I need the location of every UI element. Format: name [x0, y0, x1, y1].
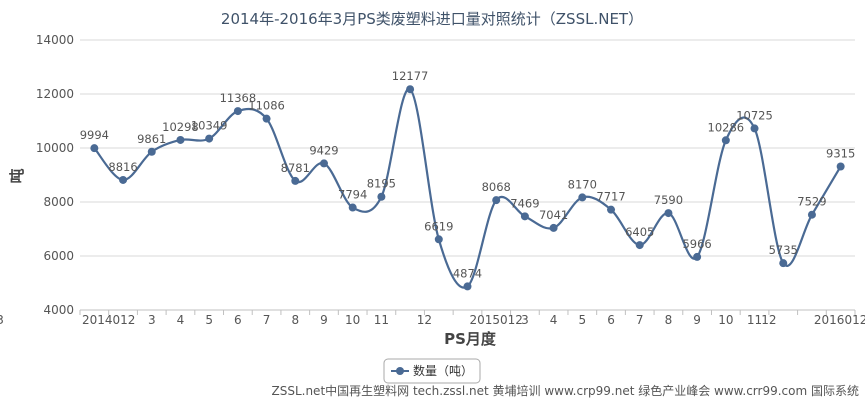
data-point[interactable]	[291, 176, 300, 185]
data-point[interactable]	[607, 205, 616, 214]
x-tick-label: 2014012	[82, 313, 135, 327]
x-tick-label: 9	[320, 313, 328, 327]
data-label: 9861	[137, 132, 166, 146]
data-label: 12177	[392, 69, 429, 83]
data-label: 8170	[568, 177, 597, 191]
x-axis	[79, 309, 856, 315]
data-label: 7529	[797, 195, 826, 209]
gridlines	[80, 39, 855, 257]
data-markers	[90, 85, 845, 291]
x-tick-label: 4	[550, 313, 558, 327]
x-tick-label: 6	[607, 313, 615, 327]
data-label: 4874	[453, 266, 482, 280]
data-label: 9994	[80, 128, 109, 142]
data-label: 8195	[367, 177, 396, 191]
y-tick-label: 4000	[43, 303, 74, 317]
data-point[interactable]	[520, 212, 529, 221]
y-tick-label: 8000	[43, 195, 74, 209]
y-tick-label: 6000	[43, 249, 74, 263]
data-label: 8816	[108, 160, 137, 174]
x-tick-label: 12	[417, 313, 432, 327]
data-point[interactable]	[377, 192, 386, 201]
data-label: 11086	[248, 99, 285, 113]
data-label: 7590	[654, 193, 683, 207]
data-point[interactable]	[664, 209, 673, 218]
x-tick-label: 3	[148, 313, 156, 327]
y-tick-label: 14000	[36, 33, 74, 47]
data-label: 9315	[826, 146, 855, 160]
data-point[interactable]	[779, 259, 788, 268]
y-axis-ticks: 4000 6000 8000 10000 12000 14000	[36, 33, 74, 317]
data-point[interactable]	[90, 144, 99, 153]
legend[interactable]: 数量（吨）	[383, 358, 481, 384]
legend-label: 数量（吨）	[413, 363, 473, 378]
data-point[interactable]	[750, 124, 759, 133]
data-point[interactable]	[549, 223, 558, 232]
x-tick-label: 11	[747, 313, 762, 327]
x-tick-label: 2015012	[469, 313, 522, 327]
data-label: 10298	[162, 120, 199, 134]
data-label: 7041	[539, 208, 568, 222]
data-point[interactable]	[434, 235, 443, 244]
x-tick-label: 2016012	[814, 313, 865, 327]
x-tick-label: 8	[665, 313, 673, 327]
data-point[interactable]	[836, 162, 845, 171]
data-point[interactable]	[348, 203, 357, 212]
data-point[interactable]	[635, 241, 644, 250]
y-tick-label: 10000	[36, 141, 74, 155]
data-point[interactable]	[319, 159, 328, 168]
data-point[interactable]	[721, 136, 730, 145]
y-tick-label: 12000	[36, 87, 74, 101]
data-label: 5966	[682, 237, 711, 251]
x-tick-label: 10	[345, 313, 360, 327]
data-label: 11368	[220, 91, 257, 105]
legend-marker	[396, 367, 404, 375]
x-tick-label: 4	[177, 313, 185, 327]
y-axis-label: 吨	[8, 168, 26, 183]
data-point[interactable]	[693, 252, 702, 261]
data-label: 10349	[191, 119, 228, 133]
x-tick-label: 7	[263, 313, 271, 327]
x-tick-label: 9	[693, 313, 701, 327]
data-label: 6619	[424, 219, 453, 233]
x-tick-label: 6	[234, 313, 242, 327]
data-point[interactable]	[406, 85, 415, 94]
data-point[interactable]	[147, 147, 156, 156]
data-point[interactable]	[176, 135, 185, 144]
data-point[interactable]	[807, 210, 816, 219]
data-label: 7469	[510, 196, 539, 210]
data-label: 9429	[309, 143, 338, 157]
data-label: 6405	[625, 225, 654, 239]
data-label: 8068	[482, 180, 511, 194]
x-axis-label: PS月度	[444, 330, 497, 348]
data-point[interactable]	[119, 175, 128, 184]
chart-title: 2014年-2016年3月PS类废塑料进口量对照统计（ZSSL.NET）	[221, 10, 643, 28]
data-point[interactable]	[205, 134, 214, 143]
data-label: 8781	[281, 161, 310, 175]
x-tick-label: 12	[761, 313, 776, 327]
data-label: 10286	[708, 120, 745, 134]
x-tick-label: 5	[205, 313, 213, 327]
x-tick-label: 5	[578, 313, 586, 327]
x-tick-label: 7	[636, 313, 644, 327]
data-label: 7794	[338, 188, 367, 202]
x-tick-label: 3	[0, 313, 4, 327]
x-tick-label: 8	[291, 313, 299, 327]
footer-text: ZSSL.net中国再生塑料网 tech.zssl.net 黄埔培训 www.c…	[271, 384, 860, 398]
data-point[interactable]	[492, 196, 501, 205]
data-label: 10725	[736, 108, 773, 122]
data-point[interactable]	[262, 114, 271, 123]
data-point[interactable]	[463, 282, 472, 291]
x-tick-label: 11	[374, 313, 389, 327]
x-tick-label: 10	[718, 313, 733, 327]
data-point[interactable]	[233, 107, 242, 116]
x-tick-label: 3	[521, 313, 529, 327]
data-label: 7717	[596, 190, 625, 204]
data-label: 5735	[769, 243, 798, 257]
data-point[interactable]	[578, 193, 587, 202]
